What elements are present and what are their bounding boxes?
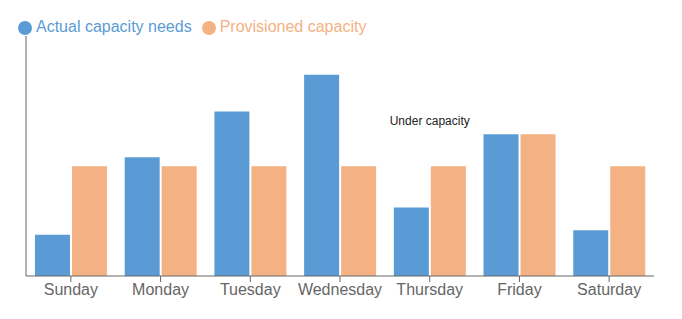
svg-text:Monday: Monday bbox=[132, 281, 189, 298]
svg-text:Saturday: Saturday bbox=[577, 281, 641, 298]
html-text:Actual capacity needs: Actual capacity needs bbox=[36, 18, 192, 35]
svg-text:Tuesday: Tuesday bbox=[220, 281, 281, 298]
svg-text:Thursday: Thursday bbox=[396, 281, 463, 298]
html-text:Provisioned capacity: Provisioned capacity bbox=[219, 18, 367, 35]
svg-text:Friday: Friday bbox=[497, 281, 541, 298]
svg-text:Under capacity: Under capacity bbox=[390, 114, 470, 128]
svg-text:Wednesday: Wednesday bbox=[298, 281, 382, 298]
svg-text:Sunday: Sunday bbox=[44, 281, 98, 298]
